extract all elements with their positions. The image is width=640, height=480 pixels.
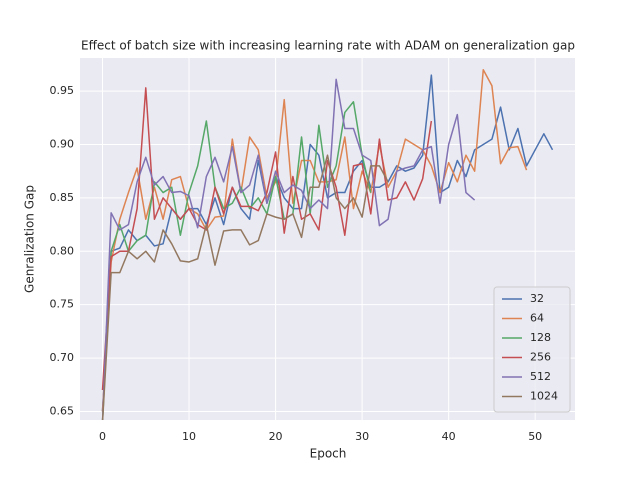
y-tick-label: 0.90 [50,137,75,150]
y-axis-label: Genralization Gap [23,185,37,293]
legend-label: 512 [530,370,551,383]
y-tick-label: 0.70 [50,351,75,364]
legend-label: 128 [530,331,551,344]
x-tick-label: 30 [355,430,369,443]
x-axis-label: Epoch [310,447,347,461]
y-tick-label: 0.95 [50,84,75,97]
plot-area [80,58,575,420]
chart-title: Effect of batch size with increasing lea… [81,39,575,53]
legend-label: 32 [530,292,544,305]
y-tick-label: 0.80 [50,244,75,257]
series-line [101,87,433,391]
y-tick-label: 0.75 [50,298,75,311]
legend-label: 256 [530,351,551,364]
grid [80,58,575,420]
series-line [101,154,389,420]
x-tick-label: 10 [182,430,196,443]
y-tick-label: 0.65 [50,404,75,417]
x-tick-label: 50 [528,430,542,443]
x-tick-label: 20 [269,430,283,443]
lines [101,69,554,420]
legend-label: 1024 [530,390,558,403]
y-tick-label: 0.85 [50,191,75,204]
series-line [101,78,476,420]
labels: 0.65 0.70 0.75 0.80 0.85 0.90 0.95 0 10 20 30 40 50 [50,84,543,443]
legend-label: 64 [530,312,544,325]
x-tick-label: 0 [99,430,106,443]
legend: 32 64 128 256 512 1024 [493,286,571,413]
x-tick-label: 40 [442,430,456,443]
